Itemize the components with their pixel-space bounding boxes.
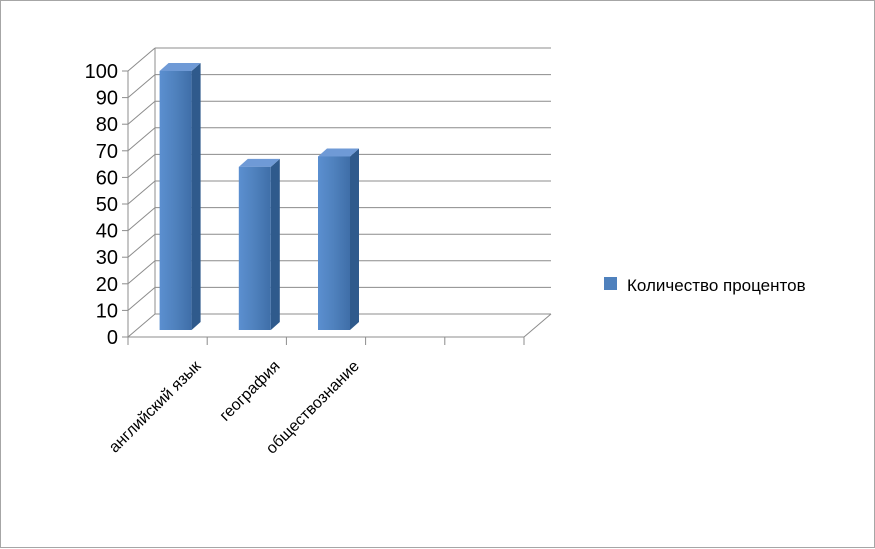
bar-side (350, 148, 359, 330)
y-tick-label: 30 (96, 247, 118, 269)
y-tick-label: 70 (96, 141, 118, 163)
y-tick-label: 100 (85, 61, 118, 83)
bar-top (238, 158, 280, 167)
gridline-side (127, 180, 156, 205)
y-tick-label: 20 (96, 274, 118, 296)
gridline-side (127, 74, 156, 98)
y-tick-label: 80 (96, 114, 118, 136)
gridline-side (127, 154, 156, 178)
bar-side (270, 158, 280, 330)
bar-front (238, 166, 271, 330)
bars (159, 63, 359, 330)
bar (238, 158, 280, 330)
legend-swatch (604, 277, 617, 290)
floor-edge (523, 313, 552, 338)
y-tick-label: 90 (96, 88, 118, 110)
bar-top (159, 63, 201, 71)
gridline-side (127, 260, 156, 285)
bar-side (191, 63, 201, 330)
gridline-side (127, 100, 156, 125)
legend: Количество процентов (604, 276, 806, 295)
axes (122, 48, 552, 345)
y-tick-label: 50 (96, 194, 118, 216)
bar (159, 63, 201, 330)
gridline-side (127, 127, 156, 152)
y-tick-label: 10 (96, 300, 118, 322)
gridline-side (127, 207, 156, 231)
y-tick-label: 0 (107, 327, 118, 349)
bar-front (318, 156, 350, 330)
x-category-label: английский язык (106, 357, 205, 456)
bar (318, 148, 359, 330)
gridline-side (127, 313, 156, 338)
legend-label: Количество процентов (627, 276, 806, 295)
gridline-side (127, 233, 156, 258)
bar-front (159, 71, 192, 330)
x-category-label: география (217, 358, 284, 425)
bar-top (318, 148, 359, 157)
gridline-side (127, 47, 156, 72)
y-tick-label: 40 (96, 221, 118, 243)
gridline-side (127, 287, 156, 311)
y-tick-label: 60 (96, 167, 118, 189)
